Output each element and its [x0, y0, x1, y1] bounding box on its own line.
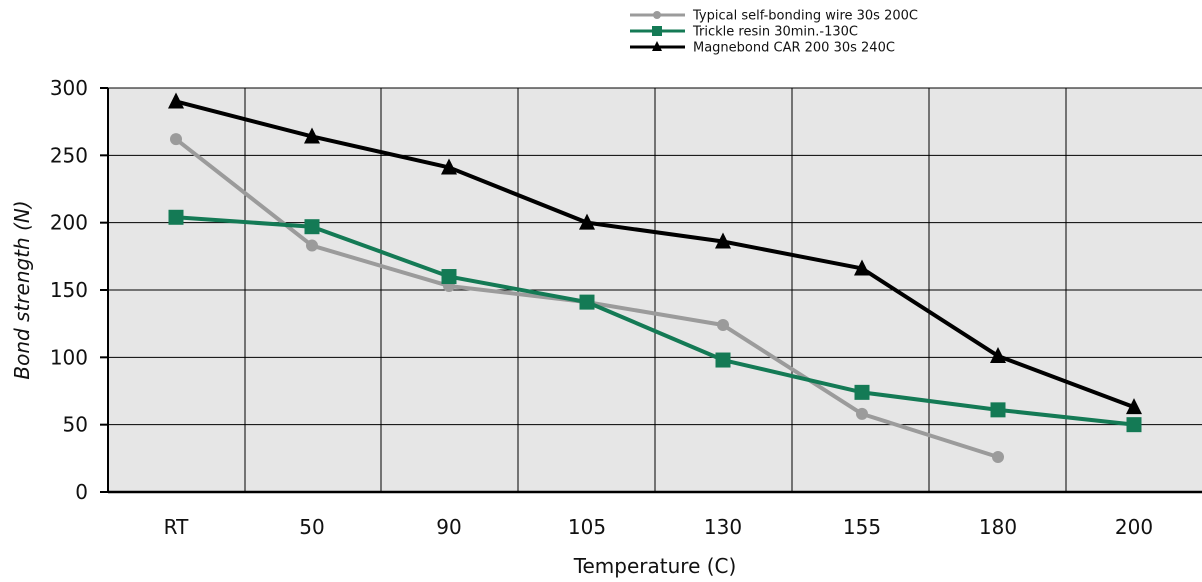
- data-point-square: [652, 26, 662, 36]
- data-point-circle: [992, 450, 1004, 463]
- legend-label: Typical self-bonding wire 30s 200C: [692, 9, 918, 24]
- legend-label: Magnebond CAR 200 30s 240C: [693, 41, 895, 56]
- series-line: [175, 99, 1135, 410]
- legend-item: Trickle resin 30min.-130C: [630, 25, 858, 40]
- data-point-square: [579, 294, 595, 310]
- y-tick-label: 300: [50, 76, 88, 100]
- x-tick-label: 180: [979, 515, 1017, 539]
- y-axis-title: Bond strength (N): [10, 200, 34, 379]
- data-point-triangle: [990, 346, 1006, 363]
- x-tick-label: 50: [299, 515, 324, 539]
- x-tick-label: 105: [568, 515, 606, 539]
- series-layer: [168, 92, 1142, 463]
- data-point-square: [854, 384, 870, 400]
- data-point-circle: [856, 407, 868, 420]
- data-point-square: [304, 219, 320, 235]
- x-tick-label: RT: [164, 515, 189, 539]
- x-tick-label: 90: [436, 515, 461, 539]
- legend-item: Typical self-bonding wire 30s 200C: [630, 9, 918, 24]
- y-tick-label: 150: [50, 278, 88, 302]
- data-point-square: [1126, 417, 1142, 433]
- data-point-circle: [306, 239, 318, 252]
- series-2: [168, 209, 1142, 433]
- x-tick-labels: RT 50 90 105 130 155 180 200: [164, 515, 1153, 539]
- x-tick-label: 200: [1115, 515, 1153, 539]
- data-point-square: [168, 209, 184, 225]
- data-point-circle: [717, 319, 729, 332]
- data-point-triangle: [715, 232, 731, 249]
- grid-lines: [108, 87, 1202, 492]
- data-point-triangle: [579, 213, 595, 230]
- axes: [100, 87, 1202, 494]
- data-point-triangle: [441, 158, 457, 175]
- legend: Typical self-bonding wire 30s 200CTrickl…: [630, 9, 918, 56]
- y-tick-label: 200: [50, 211, 88, 235]
- data-point-square: [441, 269, 457, 285]
- series-line: [175, 215, 1135, 427]
- data-point-triangle: [168, 92, 184, 109]
- data-point-triangle: [304, 127, 320, 144]
- data-point-triangle: [652, 41, 662, 51]
- data-point-square: [990, 402, 1006, 418]
- y-tick-label: 100: [50, 345, 88, 369]
- legend-item: Magnebond CAR 200 30s 240C: [630, 41, 895, 56]
- series-3: [168, 92, 1142, 415]
- y-tick-labels: 0 50 100 150 200 250 300: [50, 76, 88, 504]
- y-tick-label: 250: [50, 143, 88, 167]
- data-point-circle: [170, 133, 182, 146]
- x-axis-title: Temperature (C): [573, 554, 737, 578]
- data-point-square: [715, 352, 731, 368]
- data-point-triangle: [1126, 398, 1142, 415]
- x-tick-label: 155: [843, 515, 881, 539]
- legend-label: Trickle resin 30min.-130C: [692, 25, 858, 40]
- y-tick-label: 0: [75, 480, 88, 504]
- x-tick-label: 130: [704, 515, 742, 539]
- y-tick-label: 50: [63, 413, 88, 437]
- data-point-circle: [653, 11, 661, 19]
- data-point-triangle: [854, 259, 870, 276]
